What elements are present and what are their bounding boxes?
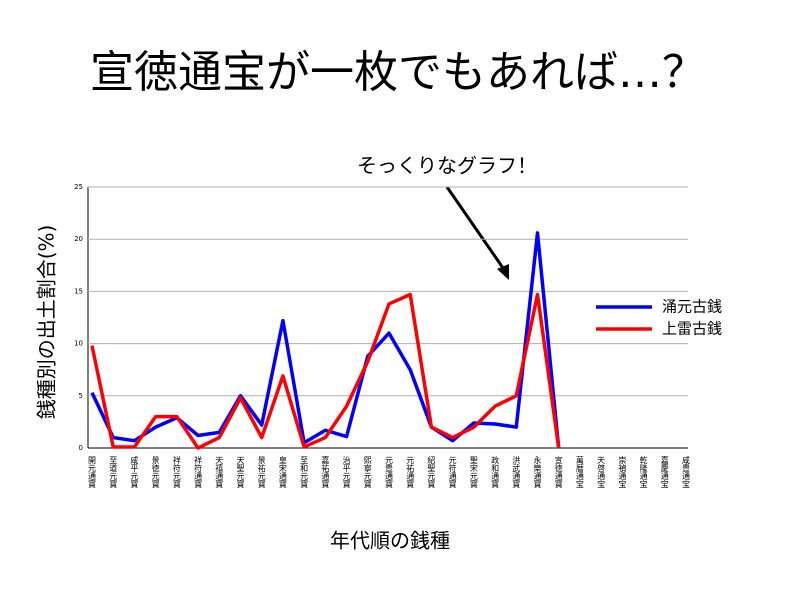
x-tick-label: 元祐通寶: [406, 456, 415, 489]
x-axis-label: 年代順の銭種: [330, 529, 450, 553]
x-tick-label: 至道元寶: [109, 456, 118, 489]
x-tick-label: 治平元寶: [342, 455, 351, 489]
x-tick-label: 天啓通宝: [597, 456, 606, 488]
x-tick-label: 熙寧元寶: [363, 456, 372, 489]
x-tick-label: 皇宋通寶: [278, 455, 287, 489]
legend-label: 涌元古銭: [662, 298, 722, 316]
y-tick-label: 5: [79, 392, 83, 400]
arrow: [445, 186, 509, 280]
series-line: [90, 231, 561, 449]
x-tick-label: 崇禎通宝: [618, 456, 627, 488]
x-tick-label: 咸豊通宝: [682, 455, 691, 488]
x-tick-label: 天聖元寶: [236, 456, 245, 489]
x-tick-label: 祥符元寶: [172, 455, 181, 489]
legend-label: 上雷古銭: [662, 320, 722, 338]
x-tick-label: 祥符通寶: [194, 455, 203, 489]
x-tick-label: 乾隆通宝: [639, 455, 648, 488]
y-tick-label: 15: [74, 287, 83, 295]
x-tick-label: 聖宋元寶: [469, 456, 478, 489]
x-tick-label: 政和通寶: [491, 455, 500, 489]
x-tick-label: 天禧通寶: [215, 456, 224, 489]
x-tick-label: 開元通寶: [88, 456, 97, 489]
x-tick-label: 紹聖元寶: [427, 455, 436, 489]
annotation: そっくりなグラフ！: [357, 154, 537, 178]
y-tick-label: 25: [74, 183, 83, 191]
x-tick-label: 萬暦通宝: [575, 455, 584, 488]
x-tick-label: 嘉祐通寶: [321, 455, 330, 489]
x-tick-label: 永樂通寶: [533, 455, 542, 489]
x-tick-label: 元豊通寶: [385, 456, 394, 489]
x-tick-label: 元符通寶: [448, 456, 457, 489]
x-tick-label: 至和元寶: [300, 456, 309, 489]
slide-title: 宣徳通宝が一枚でもあれば…？: [90, 47, 706, 98]
series-line: [90, 292, 561, 450]
x-tick-label: 咸平元寶: [130, 455, 139, 489]
y-tick-label: 0: [79, 444, 83, 452]
x-tick-label: 嘉慶通宝: [660, 455, 669, 488]
y-tick-label: 20: [74, 235, 83, 243]
y-axis-label: 銭種別の出土割合(%): [35, 225, 59, 420]
x-tick-label: 景徳元寶: [151, 456, 160, 489]
x-tick-label: 宣徳通寶: [554, 455, 563, 489]
y-tick-label: 10: [74, 340, 83, 348]
x-tick-label: 洪武通寶: [512, 455, 521, 489]
x-tick-label: 景祐元寶: [257, 456, 266, 489]
